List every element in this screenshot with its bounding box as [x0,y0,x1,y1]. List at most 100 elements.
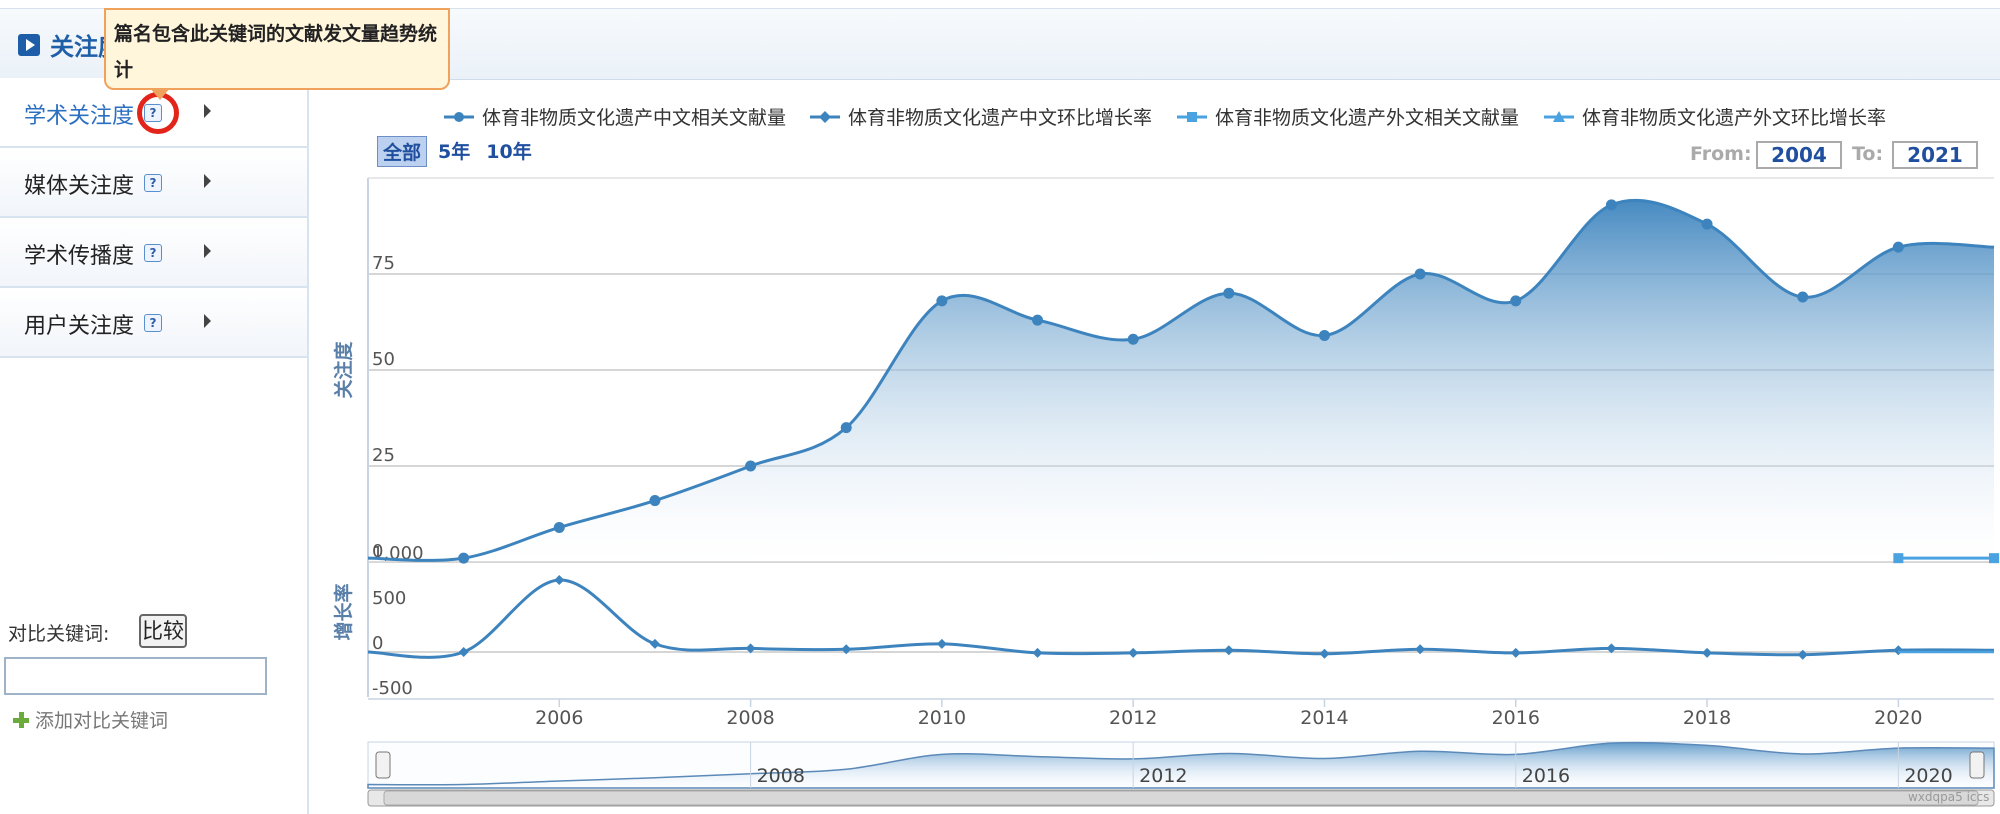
data-point-cn-count [1414,268,1426,280]
range-10y-button[interactable]: 10年 [486,141,532,163]
help-icon[interactable]: ? [144,244,162,262]
data-point-cn-growth [1893,645,1904,656]
data-point-cn-count [745,460,757,472]
legend-label: 体育非物质文化遗产外文环比增长率 [1582,107,1886,129]
legend-label: 体育非物质文化遗产外文相关文献量 [1215,107,1519,129]
data-point-cn-growth [1128,647,1139,658]
data-point-cn-growth [554,575,565,585]
x-tick-label: 2010 [918,707,966,729]
tooltip: 篇名包含此关键词的文献发文量趋势统计 [104,8,450,90]
navigator-area [367,741,1995,789]
x-tick-label: 2014 [1300,707,1348,729]
watermark: wxdqpa5 iccs [1908,790,1990,804]
play-icon [18,33,40,56]
legend-marker-circle [454,112,464,122]
scrollbar-thumb [383,790,1979,806]
sidebar-item-user-attention[interactable]: 用户关注度 ? [0,288,307,358]
data-point-cn-growth [1510,647,1521,658]
legend-marker-diamond [819,111,831,123]
compare-button[interactable]: 比较 [139,614,187,648]
data-point-cn-count [1223,287,1235,299]
data-point-cn-count [553,521,565,533]
legend-label: 体育非物质文化遗产中文环比增长率 [848,107,1152,129]
y-tick-label: 75 [372,253,395,274]
sidebar-item-label: 媒体关注度 [24,174,135,199]
add-compare-keyword-link[interactable]: 添加对比关键词 [13,706,168,733]
sidebar-item-label: 学术关注度 [24,104,135,129]
data-point-cn-growth [649,638,660,649]
data-point-cn-growth [1797,649,1808,660]
navigator-label: 2008 [757,765,805,787]
data-point-cn-growth [458,647,469,657]
x-tick-label: 2020 [1874,707,1922,729]
y-tick-label: 0 [372,541,383,562]
y-axis-title: 关注度 [332,341,355,399]
navigator-label: 2016 [1522,765,1570,787]
data-point-cn-growth [1415,644,1426,655]
x-tick-label: 2006 [535,707,583,729]
data-point-cn-growth [745,643,756,654]
help-icon[interactable]: ? [144,314,162,332]
data-point-cn-count [840,422,852,434]
data-point-cn-growth [841,644,852,655]
navigator-handle [1969,751,1985,779]
range-selector: 全部 5年 10年 [377,136,537,167]
data-point-cn-growth [1606,643,1617,654]
arrow-right-icon [204,314,211,328]
x-tick-label: 2012 [1109,707,1157,729]
data-point-fg-count [1989,553,1999,564]
y-axis-title: 增长率 [332,583,355,640]
data-point-cn-growth [1319,648,1330,659]
x-tick-label: 2018 [1683,707,1731,729]
series-line-cn-growth [367,578,1995,659]
series-area-cn-count [368,200,1994,562]
data-point-cn-growth [1223,645,1234,656]
data-point-fg-count [1893,553,1904,564]
add-compare-label: 添加对比关键词 [35,710,169,732]
sidebar-item-label: 学术传播度 [24,244,135,269]
tooltip-tail [150,88,170,100]
y-tick-label: 500 [372,588,406,609]
legend-marker-triangle [1553,111,1565,122]
x-tick-label: 2016 [1492,707,1540,729]
data-point-cn-count [936,295,948,307]
data-point-cn-count [1510,295,1522,307]
compare-label: 对比关键词: [8,623,110,645]
arrow-right-icon [204,104,211,118]
data-point-cn-count [1701,218,1713,230]
to-label: To: [1852,143,1884,165]
data-point-cn-count [1032,314,1044,326]
data-point-cn-count [649,495,661,507]
y-tick-label: 25 [372,445,395,466]
sidebar-item-label: 用户关注度 [24,314,135,339]
data-point-cn-count [458,552,470,564]
from-date-input[interactable]: 2004 [1756,141,1842,169]
plus-icon [13,711,29,728]
y-tick-label: 50 [372,349,395,370]
data-point-cn-growth [1702,647,1713,658]
compare-keyword-input[interactable] [4,657,267,695]
sidebar-item-academic-spread[interactable]: 学术传播度 ? [0,218,307,288]
sidebar-item-media-attention[interactable]: 媒体关注度 ? [0,148,307,218]
data-point-cn-count [1127,333,1139,345]
data-point-cn-count [1797,291,1809,303]
navigator-label: 2012 [1139,765,1187,787]
from-label: From: [1690,143,1752,165]
navigator-label: 2020 [1904,765,1952,787]
range-5y-button[interactable]: 5年 [438,141,471,163]
help-icon[interactable]: ? [144,174,162,192]
to-date-input[interactable]: 2021 [1892,141,1978,169]
legend-label: 体育非物质文化遗产中文相关文献量 [482,107,786,129]
data-point-cn-growth [1032,647,1043,658]
y-tick-label: -500 [372,678,413,699]
data-point-cn-count [1605,199,1617,211]
x-tick-label: 2008 [726,707,774,729]
arrow-right-icon [204,174,211,188]
data-point-cn-count [1892,241,1904,253]
legend-marker-square [1187,112,1197,122]
y-tick-label: 0 [372,633,383,654]
data-point-cn-count [1318,329,1330,341]
range-all-button[interactable]: 全部 [377,136,428,167]
navigator-handle [375,751,391,779]
